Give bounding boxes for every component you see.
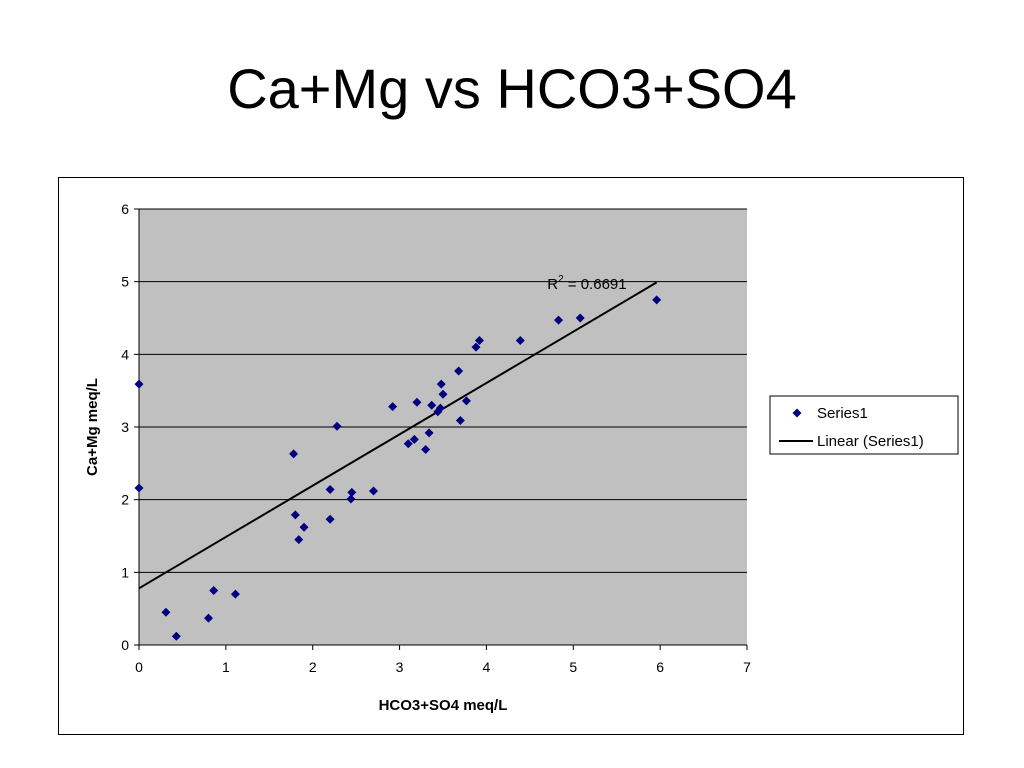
x-axis-title: HCO3+SO4 meq/L — [379, 697, 508, 714]
data-point — [203, 613, 213, 623]
x-tick-label: 1 — [222, 659, 230, 675]
data-point — [433, 407, 443, 417]
legend-box — [769, 395, 959, 455]
data-point — [454, 366, 464, 376]
data-point — [161, 607, 171, 617]
data-point — [325, 484, 335, 494]
y-axis-ticks: 0 1 2 3 4 5 6 — [121, 201, 139, 653]
data-point — [427, 400, 437, 410]
data-point — [388, 402, 398, 412]
data-point — [171, 631, 181, 641]
legend-label-linear: Linear (Series1) — [817, 433, 924, 450]
x-tick-label: 4 — [483, 659, 491, 675]
data-points — [134, 295, 662, 641]
data-point — [421, 445, 431, 455]
data-point — [412, 397, 422, 407]
legend-diamond-marker — [792, 408, 802, 418]
trendline — [138, 281, 658, 590]
x-tick-label: 3 — [396, 659, 404, 675]
y-tick-label: 3 — [121, 419, 129, 435]
data-point — [461, 396, 471, 406]
data-point — [230, 589, 240, 599]
slide-title: Ca+Mg vs HCO3+SO4 — [227, 57, 797, 120]
r-squared-value: = 0.6691 — [564, 276, 627, 293]
y-tick-label: 1 — [121, 564, 129, 580]
data-point — [455, 415, 465, 425]
data-point — [325, 514, 335, 524]
data-point — [134, 379, 144, 389]
data-point — [554, 315, 564, 325]
data-point — [435, 403, 445, 413]
y-tick-label: 2 — [121, 492, 129, 508]
gridlines — [139, 208, 747, 573]
y-tick-label: 5 — [121, 274, 129, 290]
data-point — [294, 535, 304, 545]
x-tick-label: 5 — [569, 659, 577, 675]
r-squared-superscript: 2 — [558, 274, 564, 285]
data-point — [515, 336, 525, 346]
y-tick-label: 0 — [121, 637, 129, 653]
data-point — [436, 379, 446, 389]
data-point — [652, 295, 662, 305]
data-point — [403, 439, 413, 449]
x-tick-label: 7 — [743, 659, 751, 675]
x-tick-label: 6 — [656, 659, 664, 675]
data-point — [369, 486, 379, 496]
legend-label-series1: Series1 — [817, 405, 868, 422]
data-point — [332, 421, 342, 431]
data-point — [299, 522, 309, 532]
x-axis-ticks: 0 1 2 3 4 5 6 7 — [135, 645, 751, 675]
y-tick-label: 6 — [121, 201, 129, 217]
data-point — [438, 389, 448, 399]
data-point — [575, 313, 585, 323]
y-tick-label: 4 — [121, 346, 129, 362]
data-point — [409, 434, 419, 444]
r-squared-base: R — [547, 276, 558, 293]
data-point — [471, 342, 481, 352]
data-point — [134, 483, 144, 493]
data-point — [424, 428, 434, 438]
x-tick-label: 2 — [309, 659, 317, 675]
x-tick-label: 0 — [135, 659, 143, 675]
data-point — [474, 336, 484, 346]
legend: Series1 Linear (Series1) — [769, 395, 959, 455]
y-axis-title: Ca+Mg meq/L — [84, 378, 101, 476]
data-point — [346, 494, 356, 504]
r-squared-annotation: R2 = 0.6691 — [547, 274, 626, 293]
data-point — [347, 487, 357, 497]
data-point — [209, 586, 219, 595]
data-point — [289, 449, 299, 459]
